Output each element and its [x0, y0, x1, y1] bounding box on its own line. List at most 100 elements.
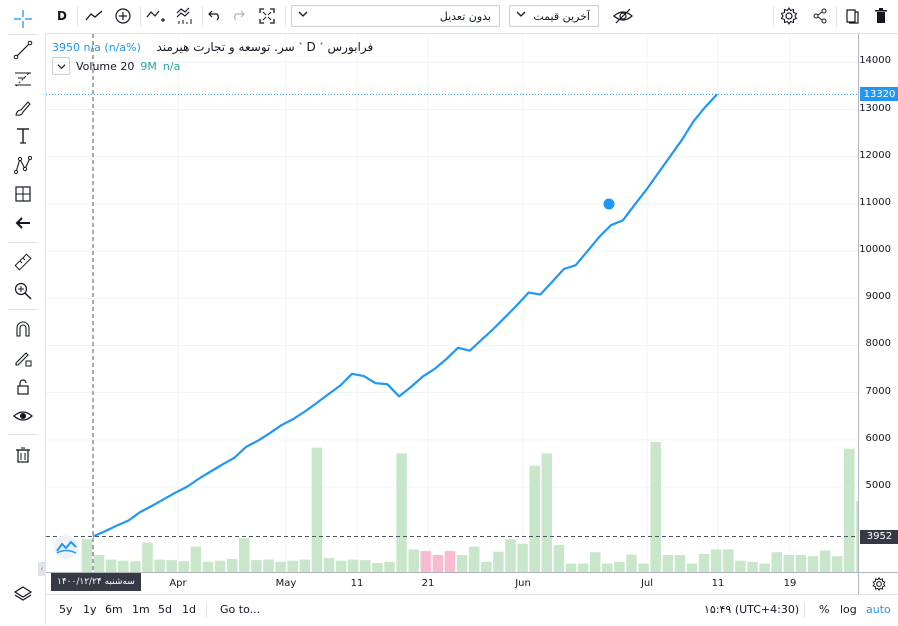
volume-bar [819, 550, 831, 572]
watermark-logo-icon[interactable] [54, 535, 78, 559]
price-axis[interactable]: 14000 13000 12000 11000 10000 9000 8000 7000 600… [858, 34, 898, 572]
top-toolbar: D بدون تعدیل آخرین قیمت [0, 0, 898, 34]
price-tick-label: 12000 [859, 149, 891, 161]
volume-bar [529, 465, 540, 572]
price-chart[interactable] [46, 34, 858, 572]
volume-change: n/a [162, 59, 181, 73]
percent-scale-toggle[interactable]: % [819, 603, 830, 616]
zoom-in-icon[interactable] [11, 279, 35, 303]
fib-tool-icon[interactable] [11, 67, 35, 91]
scroll-left-handle[interactable]: ‹ [38, 562, 46, 576]
volume-bar [384, 561, 395, 572]
volume-bar [686, 563, 698, 572]
volume-bar [553, 544, 565, 572]
range-5y-button[interactable]: 5y [59, 603, 73, 616]
goto-date-button[interactable]: Go to... [220, 603, 261, 616]
adjustment-select[interactable]: بدون تعدیل [291, 5, 500, 27]
chevron-down-icon [298, 9, 308, 22]
price-type-select-value: آخرین قیمت [533, 9, 590, 23]
back-arrow-icon[interactable] [11, 211, 35, 235]
compare-add-icon[interactable] [111, 4, 135, 28]
settings-gear-icon[interactable] [777, 4, 801, 28]
volume-bar [226, 559, 238, 572]
visibility-eye-icon[interactable] [11, 404, 35, 428]
share-icon[interactable] [808, 4, 832, 28]
legend-exchange: فرابورس [327, 40, 374, 54]
price-tick-label: 6000 [865, 432, 891, 444]
symbol-legend: فرابورس • D • سر. توسعه و تجارت هیرمند 3… [52, 40, 374, 54]
event-marker-dot[interactable] [603, 198, 615, 210]
trash-icon[interactable] [870, 4, 892, 28]
volume-bar [190, 546, 202, 572]
volume-bar [614, 561, 625, 572]
volume-bar [844, 448, 855, 572]
undo-icon[interactable] [205, 4, 225, 28]
volume-bar [456, 555, 468, 572]
remove-drawings-trash-icon[interactable] [11, 443, 35, 467]
volume-bar [396, 453, 407, 572]
log-scale-toggle[interactable]: log [840, 603, 857, 616]
volume-bar [154, 559, 165, 572]
range-1d-button[interactable]: 1d [182, 603, 196, 616]
collapse-legend-button[interactable] [52, 57, 70, 75]
volume-bar [105, 559, 117, 572]
legend-change: n/a [83, 41, 101, 54]
range-5d-button[interactable]: 5d [158, 603, 172, 616]
price-type-select[interactable]: آخرین قیمت [509, 5, 599, 27]
volume-bar [444, 551, 456, 572]
text-tool-icon[interactable] [11, 124, 35, 148]
time-tick-label: Apr [169, 578, 187, 589]
volume-bar [493, 551, 504, 572]
volume-bar [239, 538, 250, 572]
chart-grid [46, 34, 858, 572]
object-tree-layers-icon[interactable] [11, 582, 35, 606]
volume-bar [299, 559, 311, 572]
hide-eye-icon[interactable] [609, 4, 637, 28]
range-1m-button[interactable]: 1m [132, 603, 150, 616]
volume-bar [178, 561, 190, 572]
volume-bar [93, 555, 105, 572]
ruler-icon[interactable] [11, 250, 35, 274]
magnet-icon[interactable] [11, 317, 35, 341]
price-tick-label: 13000 [859, 102, 891, 114]
fullscreen-icon[interactable] [255, 4, 279, 28]
clock-time[interactable]: ۱۵:۴۹ (UTC+4:30) [704, 603, 800, 616]
price-tick-label: 14000 [859, 55, 891, 67]
volume-bar [118, 560, 129, 572]
chart-type-icon[interactable] [82, 4, 106, 28]
volume-label: Volume 20 [76, 59, 135, 73]
volume-bar [698, 553, 710, 572]
time-tick-label: 19 [783, 578, 797, 589]
range-6m-button[interactable]: 6m [105, 603, 123, 616]
axis-settings-gear-icon[interactable] [858, 572, 898, 595]
crosshair-cursor-icon[interactable] [11, 7, 35, 31]
volume-bar [468, 546, 480, 572]
pattern-tool-icon[interactable] [11, 153, 35, 177]
volume-bar [517, 543, 528, 572]
price-line-series [92, 93, 718, 538]
brush-icon[interactable] [11, 96, 35, 120]
trend-line-icon[interactable] [11, 38, 35, 62]
interval-button[interactable]: D [57, 9, 67, 23]
lock-icon[interactable] [11, 375, 35, 399]
snapshot-icon[interactable] [840, 4, 864, 28]
adjustment-select-value: بدون تعدیل [439, 9, 491, 23]
time-tick-label: 21 [421, 578, 435, 589]
stay-drawing-icon[interactable] [11, 346, 35, 370]
time-axis[interactable]: Apr May 11 21 Jun Jul 11 19 سه‌شنبه ۱۴۰۰/۱۲/۲۴ [46, 572, 858, 595]
legend-price: 3950 [52, 41, 80, 54]
volume-bar [771, 552, 782, 572]
volume-bar [759, 563, 770, 572]
volume-value: 9M [140, 59, 157, 73]
time-tick-label: May [275, 578, 297, 589]
volume-bar [311, 447, 323, 572]
prediction-tool-icon[interactable] [11, 182, 35, 206]
templates-icon[interactable] [174, 4, 198, 28]
range-1y-button[interactable]: 1y [83, 603, 97, 616]
price-tick-label: 11000 [859, 196, 891, 208]
auto-scale-toggle[interactable]: auto [866, 603, 891, 616]
indicators-icon[interactable] [144, 4, 168, 28]
volume-bar [602, 563, 613, 572]
redo-icon[interactable] [228, 4, 248, 28]
volume-bar [408, 549, 419, 572]
